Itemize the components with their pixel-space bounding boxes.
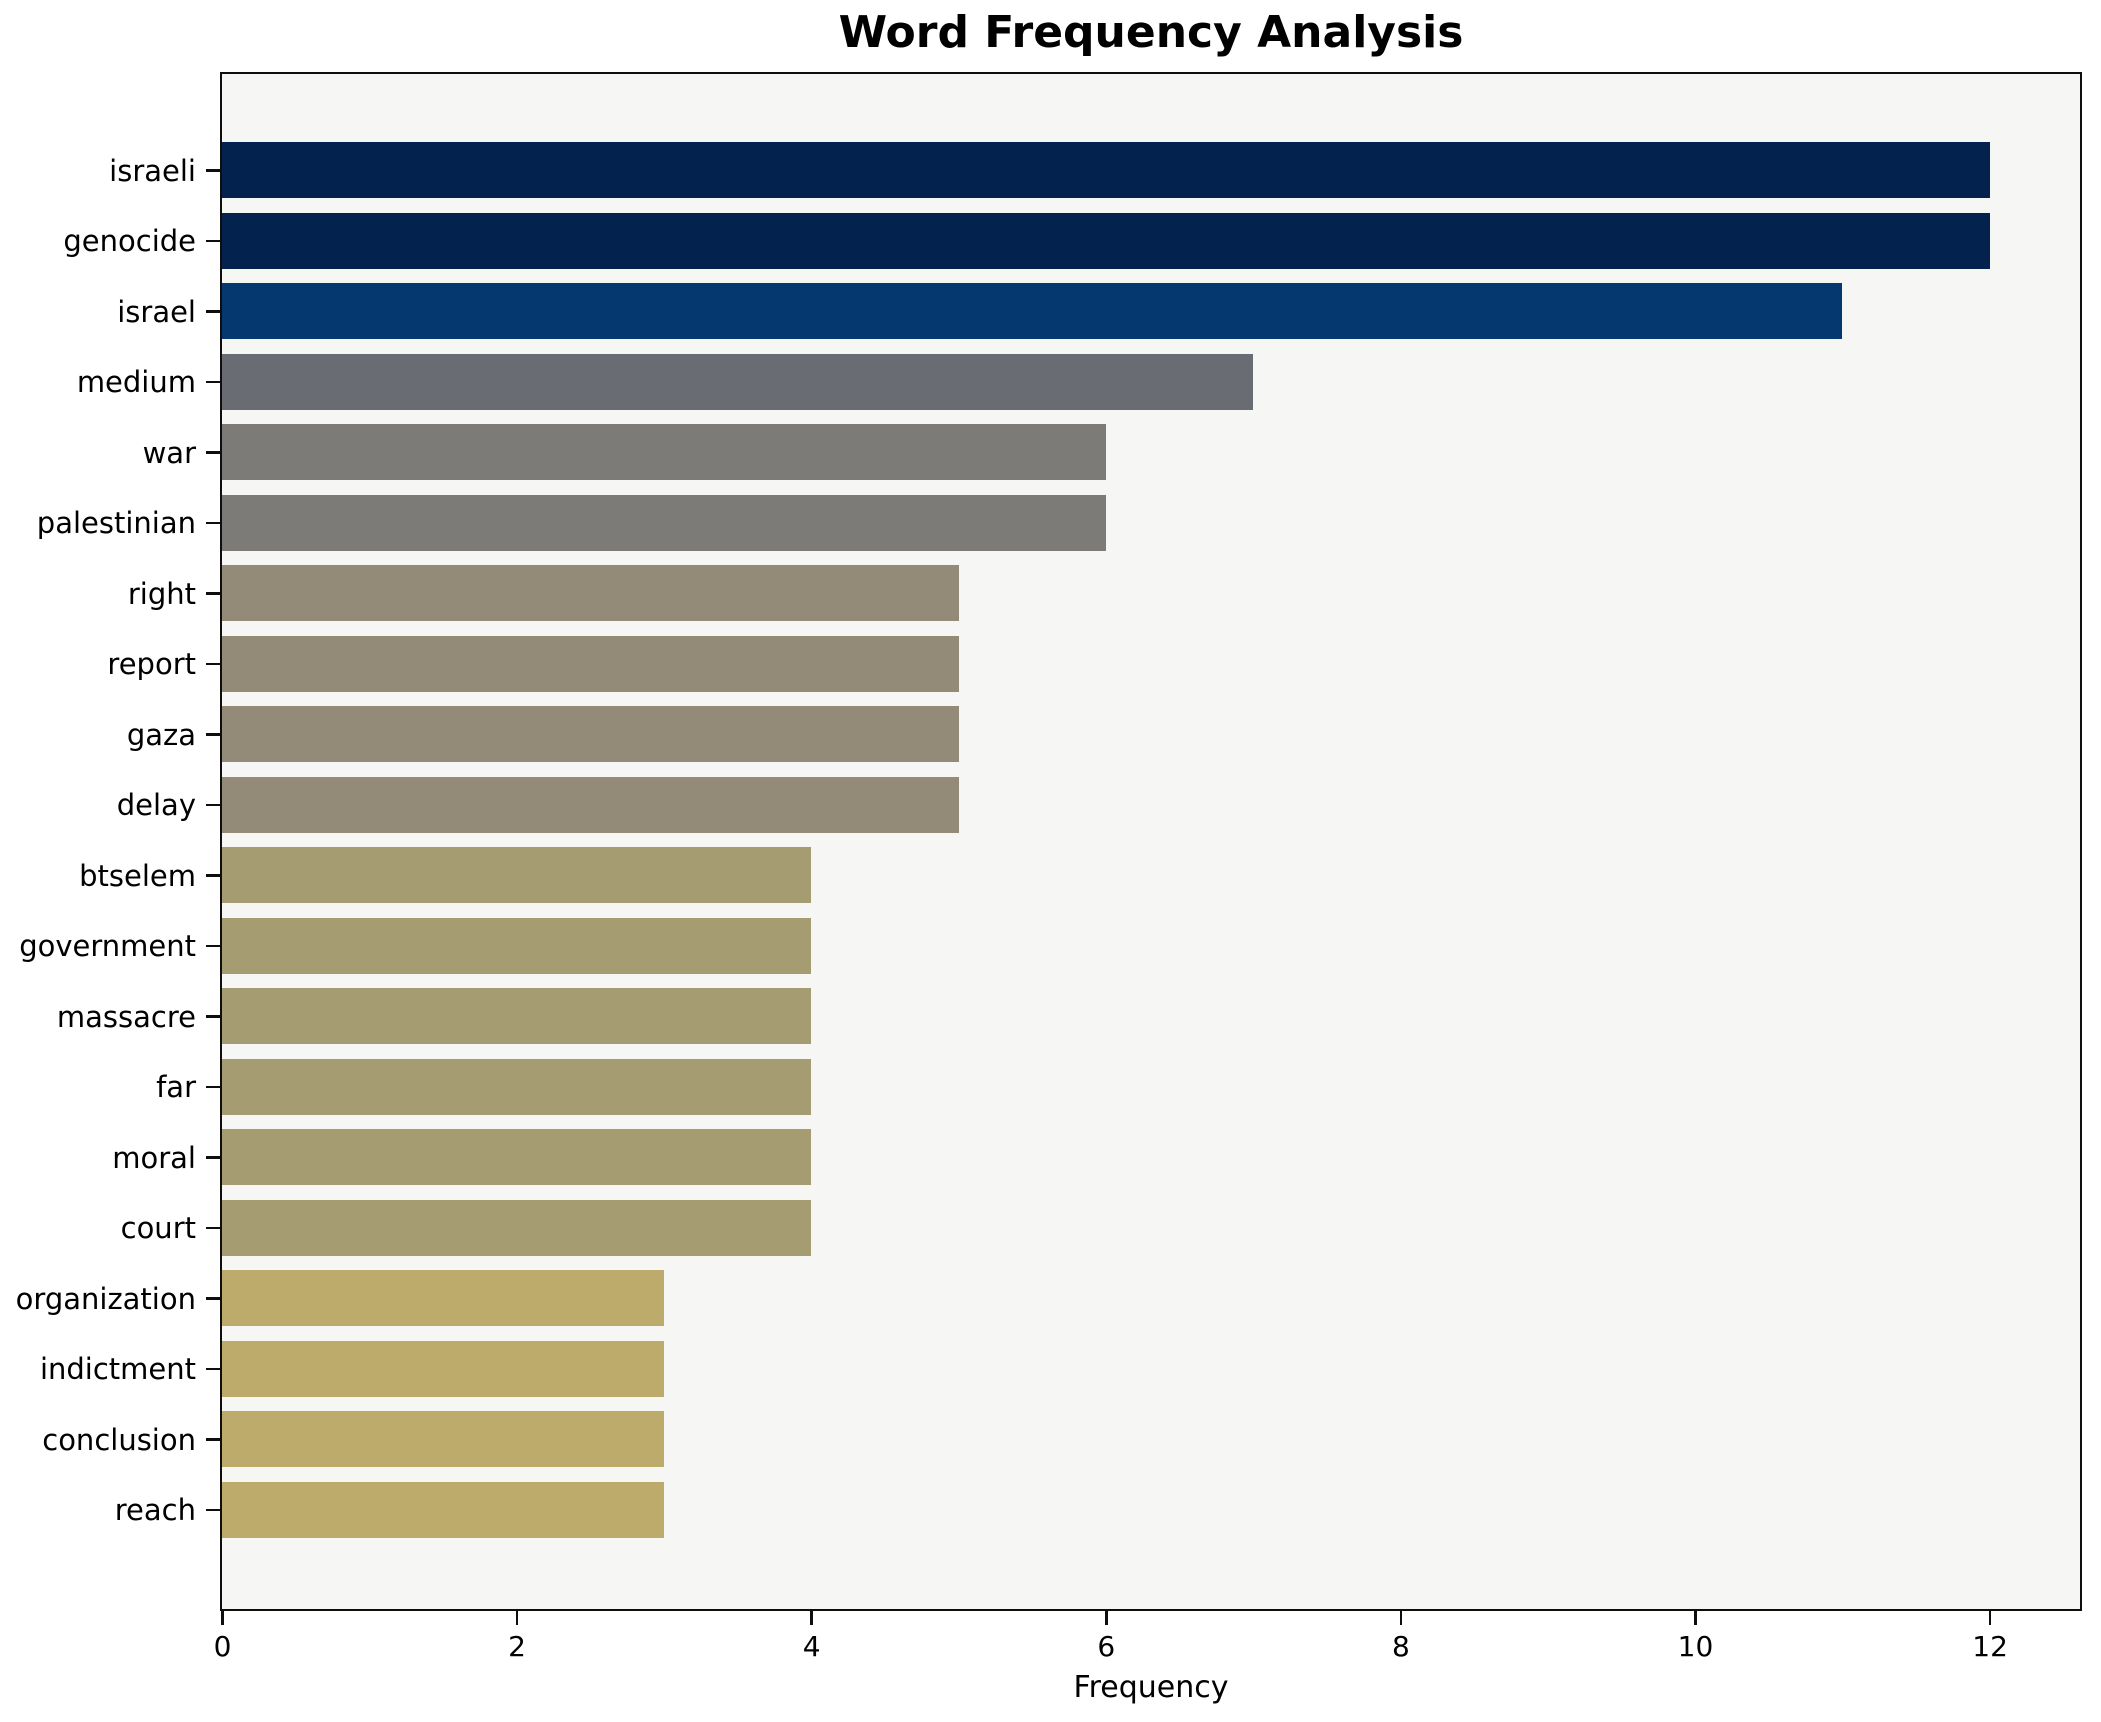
y-tick-label-indictment: indictment [39, 1352, 196, 1386]
y-tick-mark [206, 310, 220, 313]
x-tick-label-0: 0 [213, 1630, 232, 1663]
y-tick-label-moral: moral [112, 1140, 196, 1175]
bar-right [222, 565, 959, 621]
bar-far [222, 1058, 812, 1115]
y-tick-label-reach: reach [114, 1493, 196, 1527]
bar-gaza [222, 706, 959, 762]
y-tick-mark [206, 733, 220, 736]
y-tick-mark [206, 1297, 220, 1300]
bar-report [222, 635, 959, 692]
x-tick-label-4: 4 [802, 1630, 821, 1663]
y-tick-label-report: report [107, 647, 196, 681]
x-tick-label-8: 8 [1391, 1630, 1410, 1663]
y-tick-label-right: right [127, 576, 196, 611]
y-tick-mark [206, 1156, 220, 1159]
y-tick-label-israeli: israeli [109, 153, 196, 188]
x-tick-label-12: 12 [1972, 1630, 2008, 1663]
y-tick-label-genocide: genocide [63, 224, 196, 258]
x-tick-mark [1694, 1611, 1697, 1625]
y-tick-mark [206, 451, 220, 454]
bar-moral [222, 1129, 812, 1185]
chart-title: Word Frequency Analysis [838, 7, 1464, 58]
bar-indictment [222, 1340, 664, 1397]
y-tick-label-massacre: massacre [56, 999, 196, 1034]
x-tick-mark [221, 1611, 224, 1625]
x-tick-label-2: 2 [508, 1630, 526, 1663]
x-tick-mark [1105, 1611, 1108, 1625]
y-tick-mark [206, 1226, 220, 1230]
bar-conclusion [222, 1411, 664, 1467]
y-tick-label-delay: delay [116, 788, 196, 822]
bar-war [222, 424, 1106, 480]
y-tick-mark [206, 1015, 220, 1018]
y-tick-mark [206, 1085, 220, 1089]
x-tick-label-10: 10 [1677, 1630, 1714, 1663]
y-tick-mark [206, 380, 220, 384]
bar-israeli [222, 142, 1990, 198]
x-tick-mark [515, 1611, 519, 1625]
bar-medium [222, 353, 1254, 410]
y-tick-label-war: war [142, 435, 196, 470]
y-tick-label-israel: israel [117, 294, 196, 329]
y-tick-label-far: far [156, 1070, 196, 1104]
bars-layer [222, 74, 2080, 1609]
bar-palestinian [222, 494, 1106, 551]
bar-massacre [222, 988, 812, 1044]
y-tick-label-organization: organization [15, 1281, 196, 1316]
x-tick-label-6: 6 [1097, 1630, 1116, 1663]
x-tick-mark [810, 1611, 813, 1625]
y-tick-label-btselem: btselem [79, 858, 196, 893]
bar-btselem [222, 847, 812, 903]
y-tick-label-court: court [120, 1211, 196, 1245]
y-tick-label-palestinian: palestinian [36, 506, 196, 540]
y-tick-label-government: government [19, 929, 196, 963]
x-tick-mark [1399, 1611, 1403, 1625]
bar-organization [222, 1270, 664, 1326]
y-tick-mark [206, 1508, 220, 1512]
bar-israel [222, 283, 1843, 339]
bar-government [222, 917, 812, 974]
y-tick-mark [206, 239, 220, 243]
y-tick-mark [206, 521, 220, 525]
y-tick-mark [206, 803, 220, 807]
y-tick-mark [206, 1367, 220, 1371]
y-tick-label-gaza: gaza [126, 717, 196, 752]
x-tick-mark [1988, 1611, 1992, 1625]
bar-court [222, 1199, 812, 1256]
y-tick-mark [206, 944, 220, 948]
y-tick-mark [206, 1438, 220, 1441]
x-axis-title: Frequency [1073, 1670, 1229, 1705]
bar-delay [222, 776, 959, 833]
y-tick-label-medium: medium [76, 365, 196, 399]
bar-genocide [222, 212, 1990, 269]
y-tick-mark [206, 874, 220, 877]
y-tick-mark [206, 592, 220, 595]
plot-area [220, 72, 2082, 1611]
y-tick-label-conclusion: conclusion [42, 1422, 196, 1457]
y-tick-mark [206, 662, 220, 666]
y-tick-mark [206, 169, 220, 172]
bar-reach [222, 1481, 664, 1538]
